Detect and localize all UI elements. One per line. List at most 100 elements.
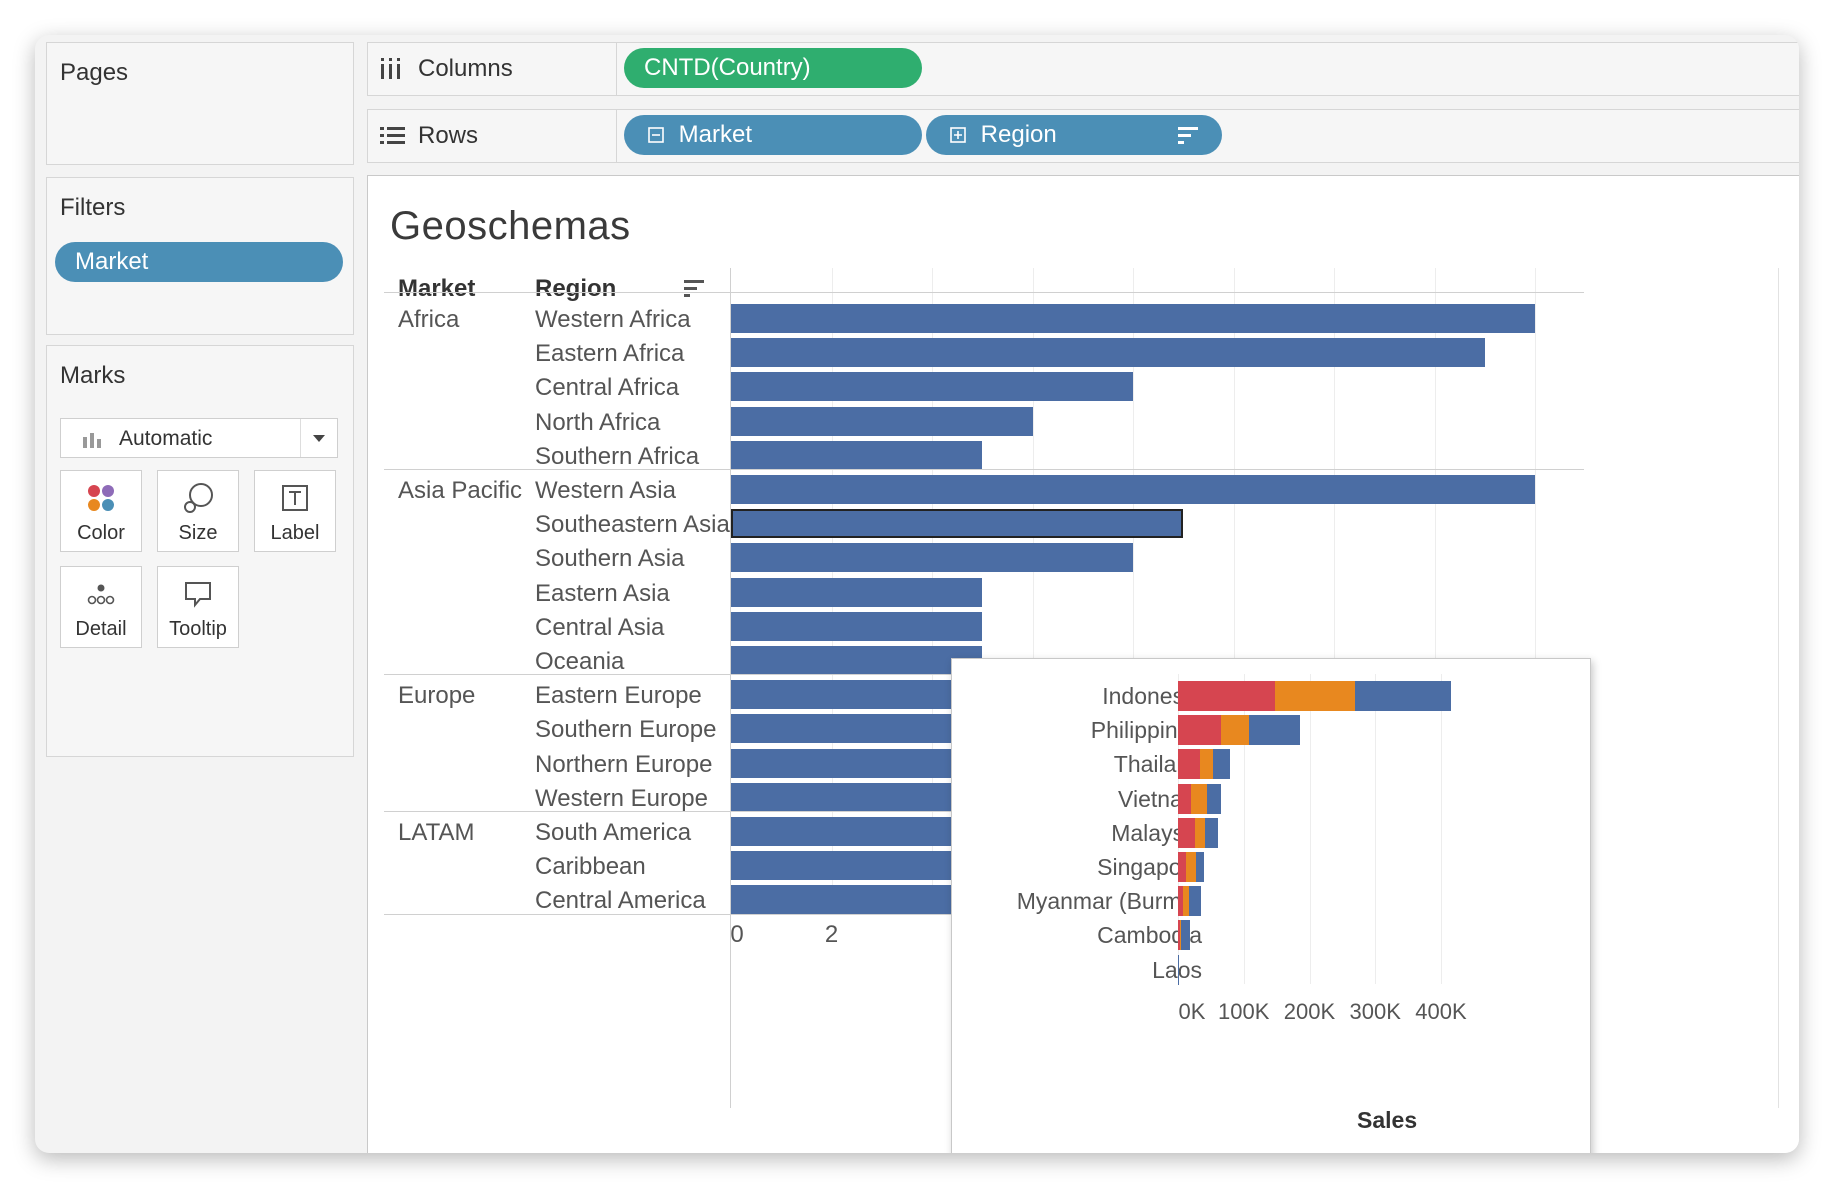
country-label: Myanmar (Burma) — [1017, 888, 1202, 915]
chevron-down-icon — [300, 419, 337, 457]
region-label: North Africa — [535, 409, 660, 437]
viz-area: Geoschemas Market Region Africa Western A… — [367, 175, 1799, 1153]
sales-segment[interactable] — [1249, 715, 1300, 745]
sales-segment[interactable] — [1181, 920, 1190, 950]
text-label-icon — [278, 481, 312, 515]
rows-pill-market-label: Market — [679, 121, 752, 148]
detail-dots-icon — [84, 577, 118, 611]
rows-pill-region[interactable]: Region — [926, 115, 1222, 155]
sales-segment[interactable] — [1183, 886, 1190, 916]
tooltip-x-axis-title: Sales — [1357, 1107, 1417, 1134]
marks-panel: Marks Automatic Color Size Label Detail — [46, 345, 354, 757]
tooltip-x-tick: 0K — [1179, 999, 1206, 1025]
shelf-divider — [616, 110, 617, 162]
region-column-header: Region — [535, 275, 616, 303]
sales-segment[interactable] — [1207, 784, 1221, 814]
region-bar[interactable] — [731, 578, 982, 607]
region-label: Western Africa — [535, 306, 691, 334]
sales-segment[interactable] — [1189, 886, 1201, 916]
color-card-label: Color — [61, 522, 141, 545]
tooltip-x-tick: 100K — [1218, 999, 1269, 1025]
sales-segment[interactable] — [1205, 818, 1218, 848]
sales-segment[interactable] — [1355, 681, 1451, 711]
sales-segment[interactable] — [1178, 681, 1275, 711]
sales-segment[interactable] — [1178, 852, 1186, 882]
tooltip-gridline — [1310, 674, 1311, 984]
region-label: Eastern Asia — [535, 580, 670, 608]
sheet-title: Geoschemas — [390, 204, 631, 249]
region-label: Southern Europe — [535, 716, 716, 744]
region-bar[interactable] — [731, 475, 1535, 504]
columns-pill-cntd-country[interactable]: CNTD(Country) — [624, 48, 922, 88]
app-window: Pages Filters Market Marks Automatic Col… — [35, 35, 1799, 1153]
columns-shelf: Columns CNTD(Country) — [367, 42, 1799, 96]
marks-title: Marks — [60, 362, 125, 390]
market-label: Africa — [398, 306, 459, 334]
tooltip-bubble-icon — [181, 577, 215, 611]
size-card[interactable]: Size — [157, 470, 239, 552]
region-bar[interactable] — [731, 304, 1535, 333]
region-label: Southern Africa — [535, 443, 699, 471]
columns-icon — [380, 57, 402, 86]
detail-card-label: Detail — [61, 618, 141, 641]
region-label: Southern Asia — [535, 545, 684, 573]
tooltip-x-tick: 200K — [1284, 999, 1335, 1025]
sales-segment[interactable] — [1213, 749, 1230, 779]
color-card[interactable]: Color — [60, 470, 142, 552]
sales-segment[interactable] — [1275, 681, 1355, 711]
region-label: Oceania — [535, 648, 624, 676]
filter-pill-market[interactable]: Market — [55, 242, 343, 282]
region-sort-icon[interactable] — [684, 280, 706, 300]
sales-segment[interactable] — [1200, 749, 1213, 779]
sales-segment[interactable] — [1191, 784, 1207, 814]
filters-panel: Filters Market — [46, 177, 354, 335]
group-divider — [384, 469, 1584, 470]
shelf-divider — [616, 43, 617, 95]
right-border — [1778, 268, 1779, 1108]
region-label: Central America — [535, 887, 706, 915]
sales-segment[interactable] — [1178, 818, 1195, 848]
region-label: Central Asia — [535, 614, 664, 642]
tooltip-gridline — [1375, 674, 1376, 984]
label-card-label: Label — [255, 522, 335, 545]
market-column-header: Market — [398, 275, 475, 303]
sales-segment[interactable] — [1196, 852, 1204, 882]
rows-pill-region-label: Region — [981, 121, 1057, 148]
sales-segment[interactable] — [1221, 715, 1249, 745]
tooltip-card[interactable]: Tooltip — [157, 566, 239, 648]
rows-pill-market[interactable]: Market — [624, 115, 922, 155]
filters-title: Filters — [60, 194, 125, 222]
detail-card[interactable]: Detail — [60, 566, 142, 648]
bar-chart-icon — [83, 430, 103, 453]
region-bar[interactable] — [731, 441, 982, 470]
sales-segment[interactable] — [1178, 749, 1200, 779]
region-label: Western Europe — [535, 785, 708, 813]
sales-segment[interactable] — [1178, 715, 1221, 745]
pages-panel: Pages — [46, 42, 354, 165]
label-card[interactable]: Label — [254, 470, 336, 552]
region-label: Western Asia — [535, 477, 676, 505]
mark-type-value: Automatic — [119, 427, 212, 451]
sales-segment[interactable] — [1195, 818, 1205, 848]
collapse-icon — [648, 127, 664, 143]
region-bar[interactable] — [731, 509, 1183, 538]
region-bar[interactable] — [731, 646, 982, 675]
region-label: Eastern Africa — [535, 340, 684, 368]
color-palette-icon — [84, 481, 118, 515]
region-label: Caribbean — [535, 853, 646, 881]
mark-type-select[interactable]: Automatic — [60, 418, 338, 458]
region-bar[interactable] — [731, 543, 1133, 572]
region-bar[interactable] — [731, 407, 1033, 436]
sales-segment[interactable] — [1186, 852, 1197, 882]
region-label: Northern Europe — [535, 751, 712, 779]
sales-segment[interactable] — [1178, 784, 1191, 814]
region-bar[interactable] — [731, 338, 1485, 367]
sales-segment[interactable] — [1178, 955, 1179, 985]
rows-label: Rows — [418, 122, 478, 150]
tooltip-x-tick: 400K — [1415, 999, 1466, 1025]
tooltip-gridline — [1441, 674, 1442, 984]
region-bar[interactable] — [731, 612, 982, 641]
columns-label: Columns — [418, 55, 513, 83]
region-bar[interactable] — [731, 372, 1133, 401]
sort-descending-icon[interactable] — [1178, 125, 1200, 145]
